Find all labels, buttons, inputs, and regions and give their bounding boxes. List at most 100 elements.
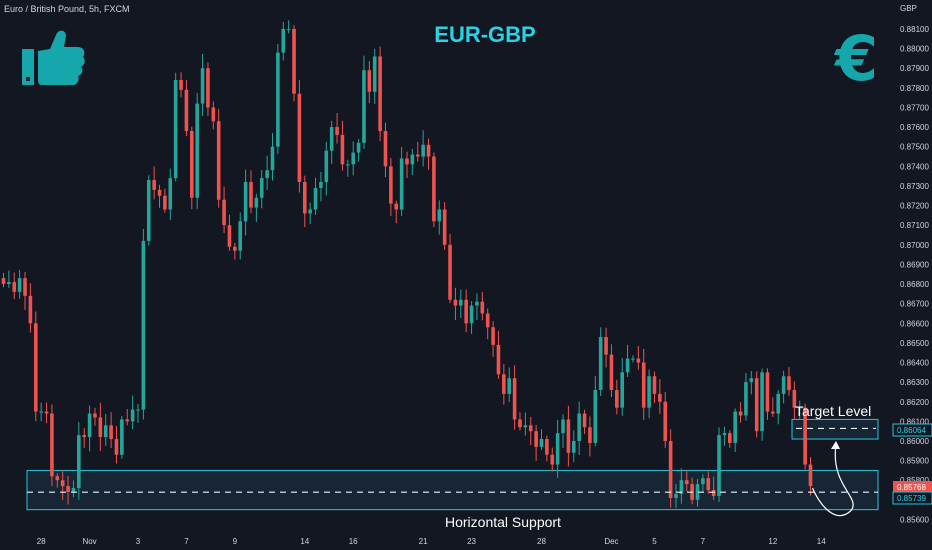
candle-body [195,103,199,198]
candle-body [507,378,512,394]
candle-body [453,299,458,306]
price-tick-label: 0.87100 [900,221,929,230]
candle-body [60,480,65,487]
candle-body [625,358,630,373]
candle-body [216,121,221,200]
candle-body [448,244,452,300]
target-zone [791,418,879,440]
candle-body [555,433,560,465]
candle-body [82,435,86,438]
candle-body [405,158,409,165]
price-tick-label: 0.87600 [900,123,929,132]
candle-body [329,127,334,151]
time-tick-label: 14 [817,537,826,546]
candle-body [120,419,124,455]
candle-body [512,378,517,420]
candle-body [706,478,711,491]
price-tick-label: 0.86900 [900,260,929,269]
price-tick-label: 0.86000 [900,437,929,446]
candle-body [109,425,113,440]
candle-body [324,150,329,183]
candle-body [641,362,646,408]
candle-body [464,299,468,324]
time-tick-label: Nov [82,537,96,546]
candle-body [588,427,592,443]
time-tick-label: 7 [184,537,189,546]
candle-body [394,203,399,210]
candle-body [684,480,689,485]
symbol-title: Euro / British Pound, 5h, FXCM [4,4,130,14]
price-tick-label: 0.87800 [900,84,929,93]
candle-body [265,170,269,179]
candle-body [136,409,140,411]
candle-body [351,152,355,165]
price-tick-label: 0.85800 [900,476,929,485]
candle-body [733,411,737,443]
time-tick-label: 7 [701,537,706,546]
time-tick-label: 16 [349,537,358,546]
candle-body [141,240,146,410]
candle-body [157,189,162,196]
candle-body [114,439,119,455]
candle-body [233,246,237,251]
candle-body [717,435,721,496]
current-price-flag: 0.85768 [893,481,932,492]
candle-body [146,180,151,241]
candle-body [39,411,43,413]
candle-body [609,354,614,390]
pair-title-text: EUR-GBP [434,22,536,47]
candle-body [754,378,759,432]
candle-body [17,278,22,292]
candle-body [496,344,501,375]
candle-body [528,425,533,432]
candle-body [200,68,205,104]
price-axis: 0.88100 0.88000 0.87900 0.87800 0.87700 0.876… [900,25,929,524]
candle-body [485,313,490,328]
price-tick-label: 0.87700 [900,103,929,112]
time-tick-label: 14 [300,537,309,546]
candle-body [389,166,393,204]
candle-body [292,29,296,94]
candle-body [695,484,700,500]
candle-body [206,68,210,108]
price-tick-label: 0.86500 [900,339,929,348]
candle-body [566,419,571,453]
candle-body [738,411,743,416]
candle-body [765,372,770,412]
thumbs-up-icon [22,30,85,85]
time-tick-label: 3 [136,537,141,546]
candle-body [23,278,27,296]
candle-body [1,278,6,285]
candle-body [152,180,156,190]
candle-body [658,393,662,402]
candle-body [163,195,167,210]
candle-body [491,327,495,345]
candle-body [797,407,802,409]
candle-body [302,182,307,214]
candle-body [50,413,54,477]
candle-body [663,401,668,441]
price-tick-label: 0.88100 [900,25,929,34]
price-tick-label: 0.86300 [900,378,929,387]
candle-body [679,480,684,494]
candle-body [803,407,807,465]
candle-body [372,56,377,92]
candle-body [55,476,60,481]
candle-body [340,134,345,165]
candle-body [749,378,754,383]
price-tick-label: 0.86600 [900,319,929,328]
forecast-arrow [811,444,854,517]
candle-body [335,127,339,135]
candle-body [415,154,420,157]
candle-body [103,425,108,438]
candle-body [577,413,581,441]
candle-body [518,419,522,428]
candle-body [539,439,544,447]
horizontal-support-label: Horizontal Support [445,514,561,530]
candle-body [523,425,528,428]
candle-body [378,56,382,132]
candle-body [44,411,49,414]
candle-body [598,337,603,390]
candle-body [168,178,173,210]
